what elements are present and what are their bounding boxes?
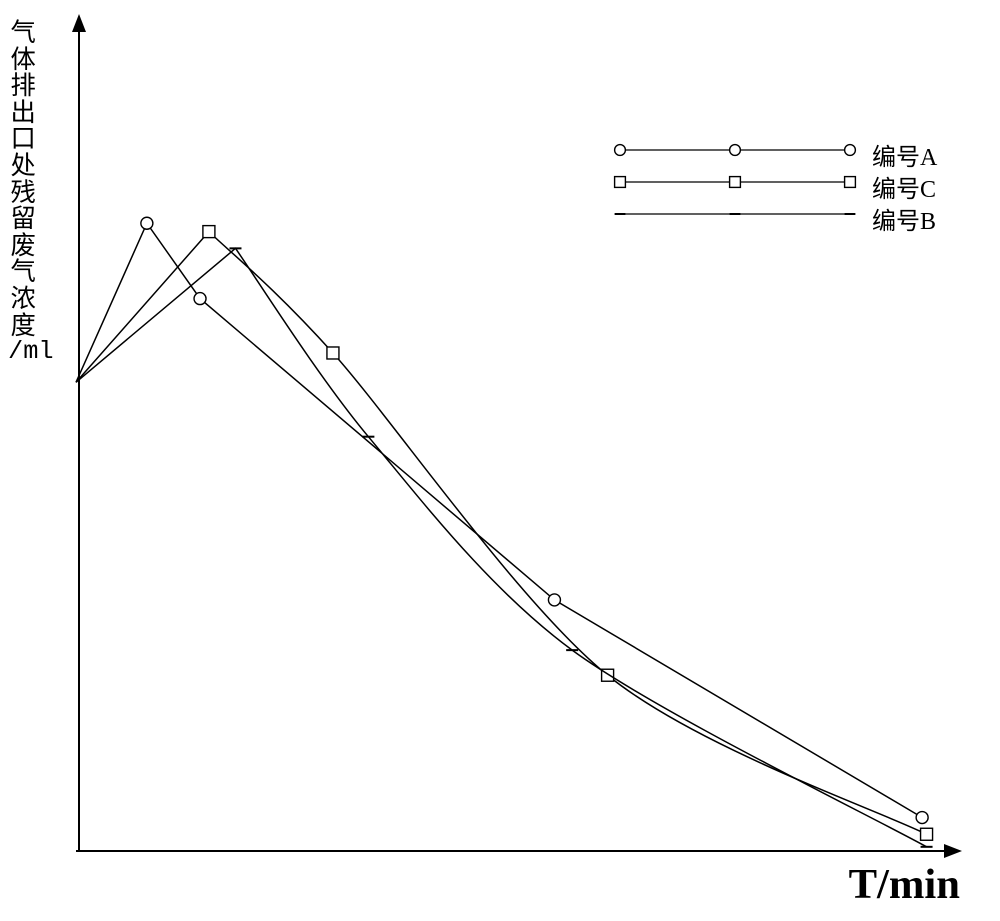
chart-svg (0, 0, 1000, 921)
x-axis-label-text: T/min (849, 861, 960, 908)
legend-label-a: 编号A (872, 137, 937, 172)
legend-label-b: 编号B (872, 201, 936, 236)
legend-label-c: 编号C (872, 169, 936, 204)
y-axis-label-text: 气体排出口处残留废气浓度 (8, 20, 38, 339)
chart-container: 气体排出口处残留废气浓度/ml T/min 编号A 编号C 编号B (0, 0, 1000, 921)
y-axis-label: 气体排出口处残留废气浓度/ml (8, 20, 38, 366)
y-axis-label-unit: /ml (8, 339, 38, 366)
x-axis-label: T/min (849, 860, 960, 909)
